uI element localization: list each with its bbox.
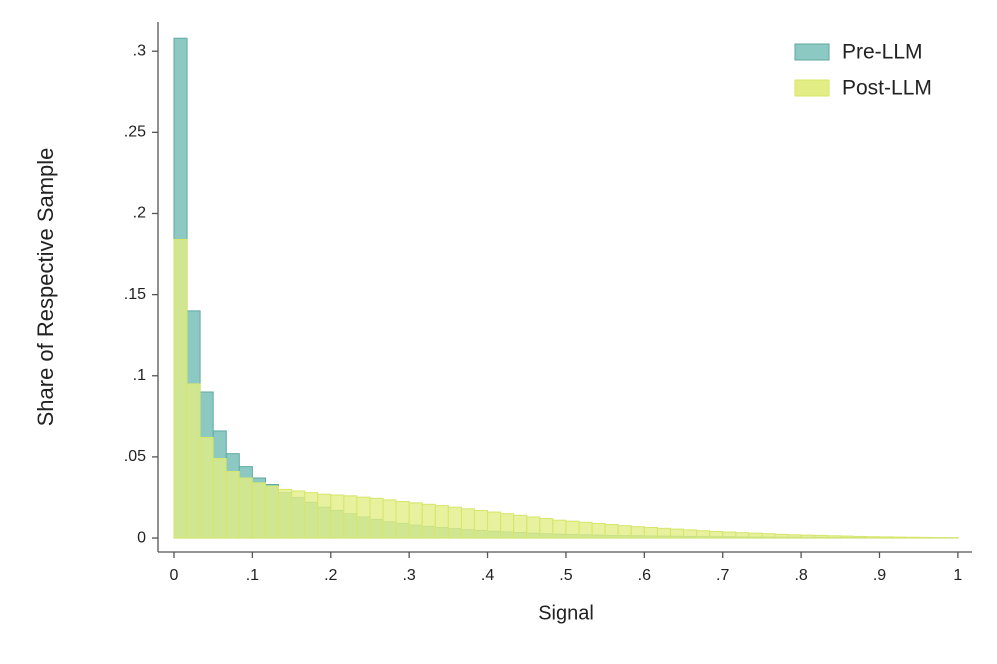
bar <box>735 532 750 539</box>
bar <box>696 530 711 539</box>
x-tick-label: .9 <box>873 567 886 584</box>
bar <box>447 506 462 539</box>
bar <box>186 383 201 539</box>
bar <box>434 505 449 539</box>
bar <box>852 535 867 539</box>
bar <box>382 499 397 539</box>
bar <box>526 516 541 539</box>
x-tick-label: 1 <box>953 567 962 584</box>
bar <box>839 535 854 539</box>
bar <box>892 536 907 539</box>
bar <box>251 482 266 539</box>
bar <box>865 536 880 539</box>
bar <box>656 527 671 539</box>
bar <box>356 496 371 539</box>
y-axis-label: Share of Respective Sample <box>33 148 58 427</box>
bar <box>330 494 345 539</box>
x-axis-label: Signal <box>538 602 594 624</box>
bar <box>291 490 306 539</box>
bar <box>199 436 214 539</box>
bar <box>879 536 894 539</box>
bar <box>578 521 593 539</box>
bar <box>539 518 554 539</box>
bar <box>264 485 279 539</box>
bar <box>604 524 619 539</box>
bar <box>787 534 802 539</box>
y-tick-label: 0 <box>137 529 146 546</box>
bar <box>304 492 319 539</box>
bar <box>591 522 606 539</box>
bar <box>408 502 423 539</box>
bar <box>421 503 436 539</box>
bar <box>552 519 567 539</box>
bar <box>500 513 515 539</box>
x-tick-label: .3 <box>402 567 415 584</box>
bar <box>277 488 293 539</box>
bar <box>487 511 502 539</box>
bar <box>460 508 475 539</box>
x-tick-label: .1 <box>246 567 259 584</box>
x-tick-label: .5 <box>559 567 572 584</box>
bar <box>617 525 632 539</box>
legend-label: Pre-LLM <box>842 41 923 64</box>
bar <box>722 531 737 539</box>
bar <box>800 534 815 539</box>
bar <box>395 501 410 539</box>
bar <box>225 471 240 539</box>
bar <box>813 534 828 539</box>
bar <box>513 514 528 539</box>
bar <box>173 238 188 539</box>
bar <box>630 526 645 539</box>
bar <box>709 531 724 539</box>
bar <box>761 533 776 539</box>
x-tick-label: 0 <box>170 567 179 584</box>
bar <box>643 526 658 539</box>
bar <box>683 529 698 539</box>
x-tick-label: .4 <box>481 567 494 584</box>
bar <box>905 536 920 539</box>
bar <box>918 536 933 539</box>
bar <box>473 509 489 539</box>
bar <box>669 528 685 539</box>
y-tick-label: .3 <box>133 42 146 59</box>
bar <box>748 532 763 539</box>
bar <box>212 458 227 539</box>
y-tick-label: .15 <box>124 286 146 303</box>
x-tick-label: .8 <box>794 567 807 584</box>
bar <box>565 520 580 539</box>
y-tick-label: .1 <box>133 367 146 384</box>
bar <box>774 533 789 539</box>
legend-swatch <box>794 79 830 97</box>
x-tick-label: .7 <box>716 567 729 584</box>
bar <box>826 535 841 539</box>
x-tick-label: .6 <box>638 567 651 584</box>
bar <box>369 497 384 539</box>
bar <box>317 493 332 539</box>
y-tick-label: .05 <box>124 448 146 465</box>
legend-label: Post-LLM <box>842 77 932 100</box>
bar <box>238 477 253 539</box>
x-tick-label: .2 <box>324 567 337 584</box>
y-tick-label: .25 <box>124 124 146 141</box>
legend-swatch <box>794 43 830 61</box>
y-tick-label: .2 <box>133 205 146 222</box>
bar <box>343 495 358 539</box>
